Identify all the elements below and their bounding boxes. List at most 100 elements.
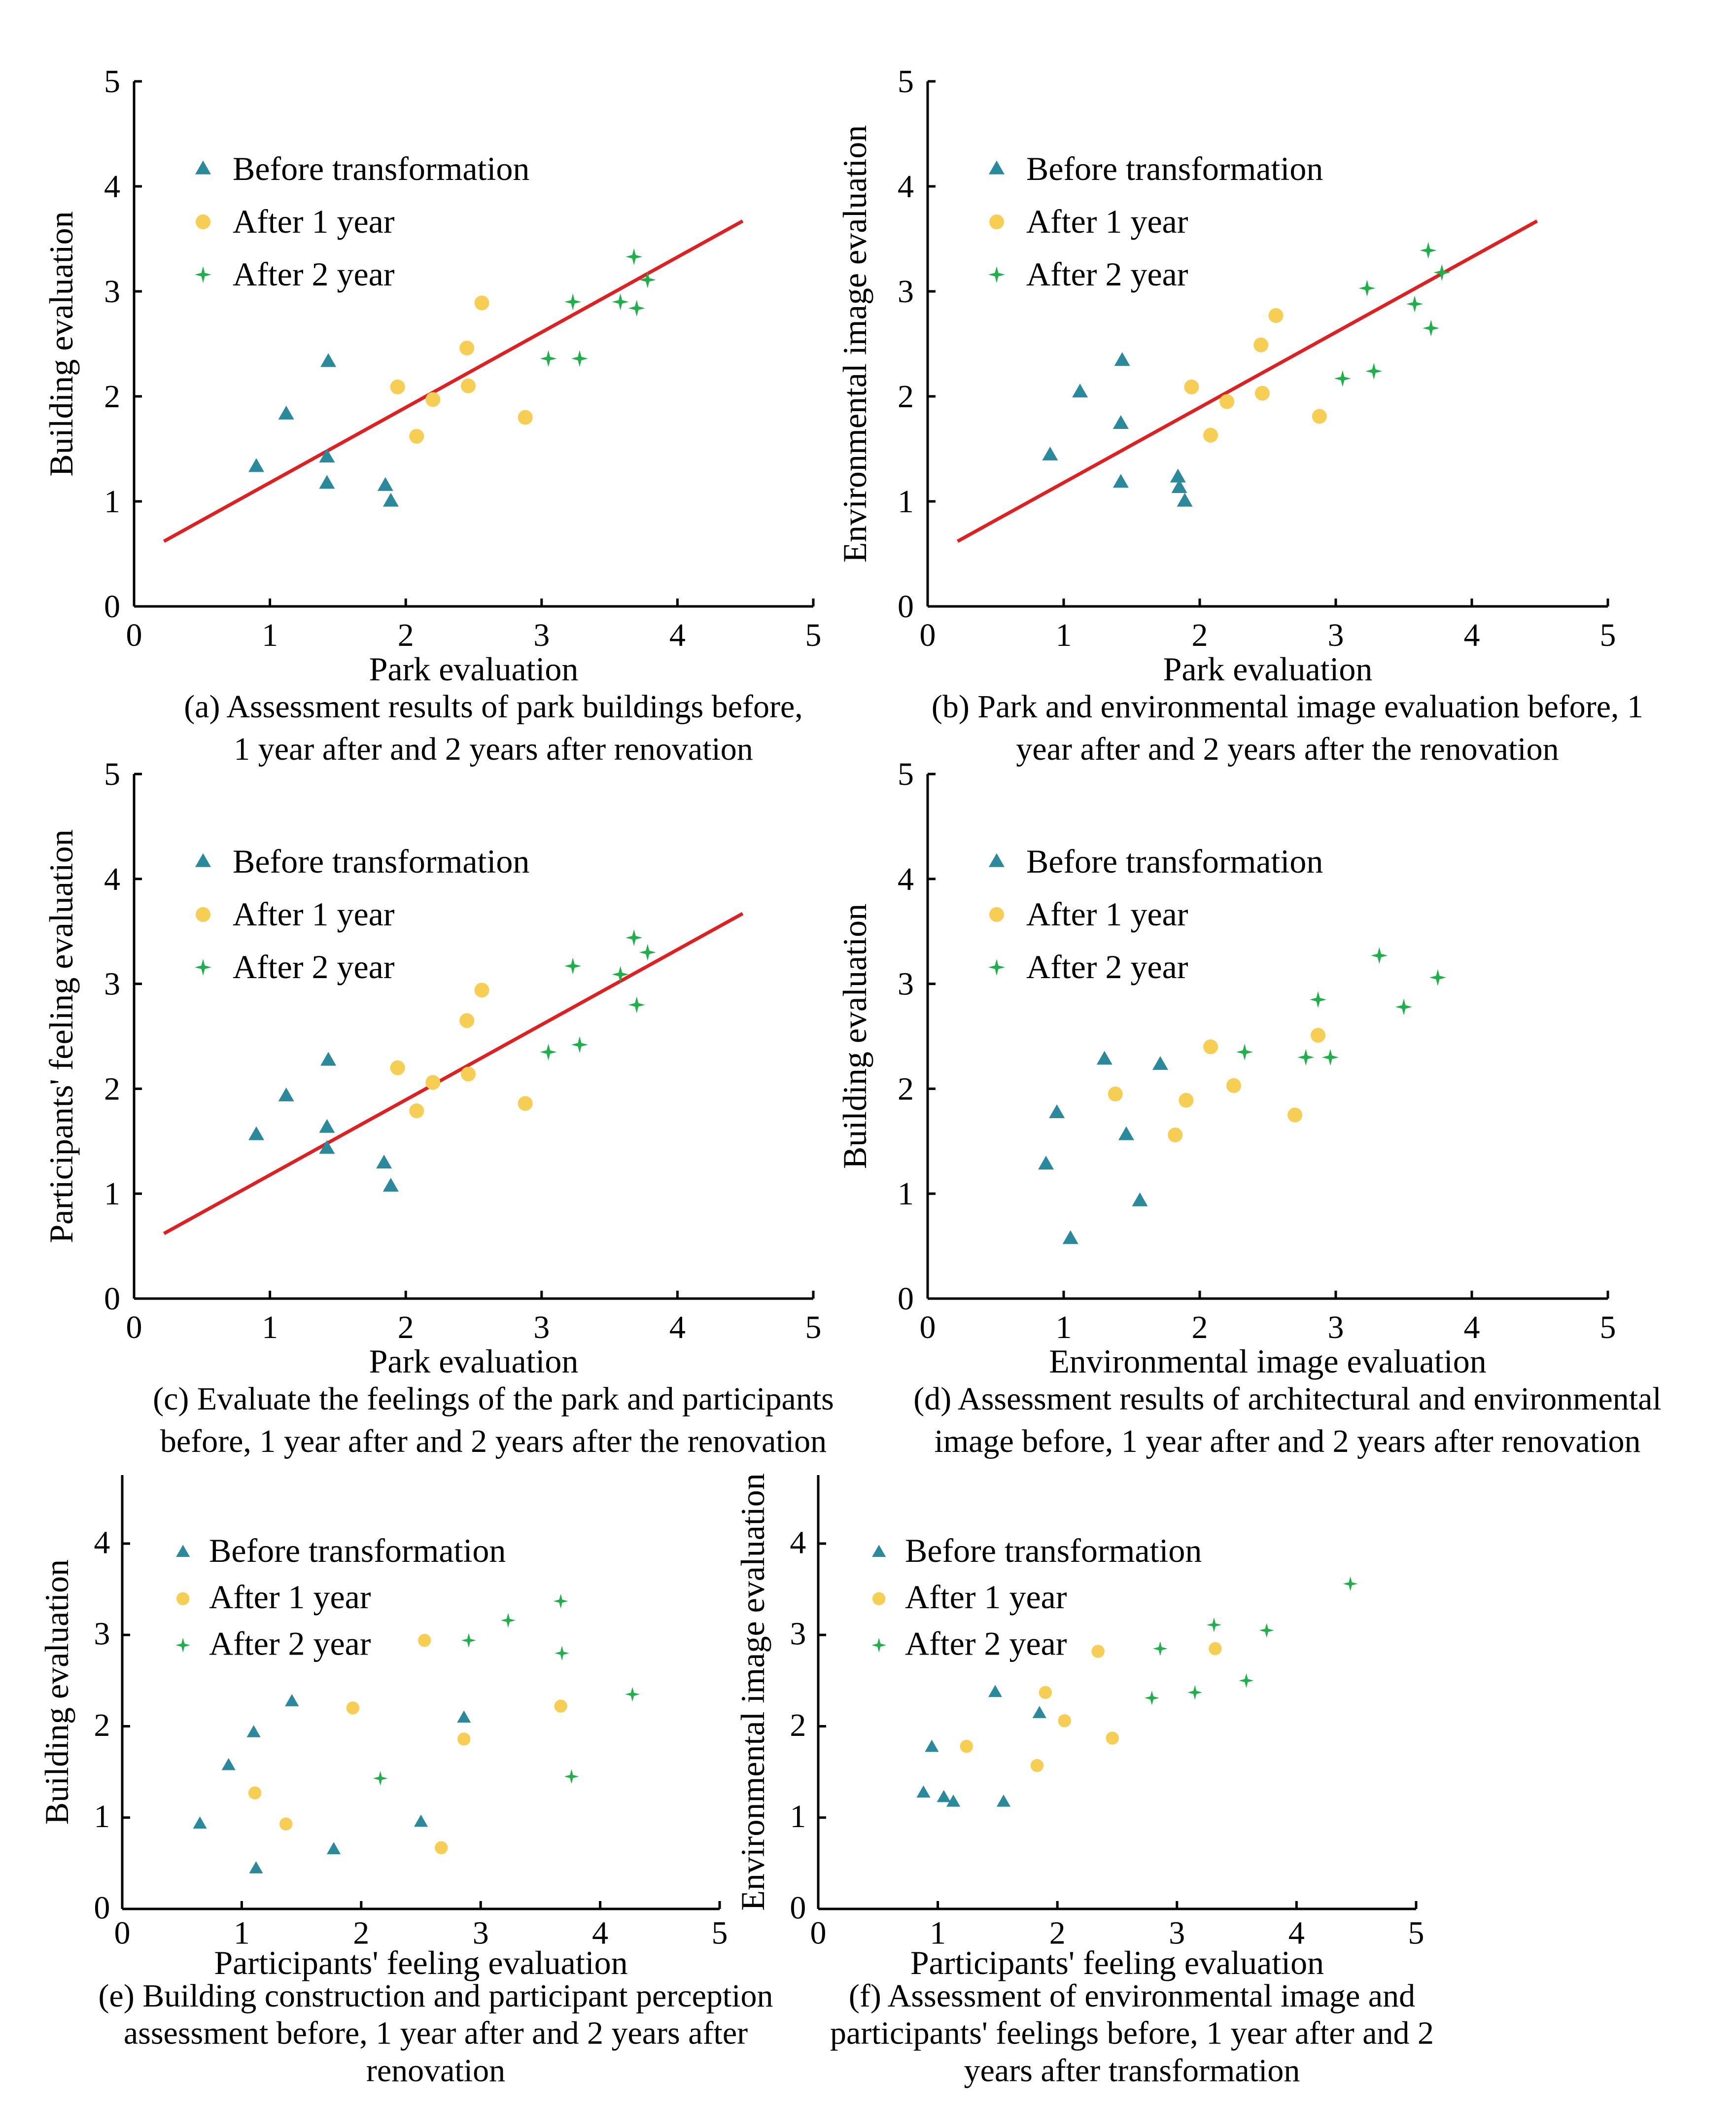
x-tick-label: 5 [1408,1915,1424,1951]
series-after2 [1236,947,1446,1066]
series-after1 [390,295,533,444]
x-axis-label: Environmental image evaluation [1049,1342,1487,1380]
legend-label-after1: After 1 year [1026,203,1188,240]
x-tick-label: 5 [712,1915,728,1951]
circle-marker [346,1701,360,1715]
x-tick-label: 1 [262,617,278,653]
y-tick-label: 2 [104,1071,120,1107]
legend-label-after1: After 1 year [1026,895,1188,933]
circle-marker [1203,427,1218,443]
circle-marker [474,295,489,311]
circle-marker [960,1740,973,1753]
x-axis-label: Participants' feeling evaluation [214,1944,627,1981]
y-tick-label: 1 [790,1798,806,1834]
y-tick-label: 2 [94,1707,110,1743]
circle-marker [1219,394,1235,409]
star-marker [1334,370,1351,387]
series-before [1042,352,1193,507]
fit-line [163,219,744,543]
y-axis-label: Building evaluation [42,211,80,476]
triangle-marker [382,1177,399,1192]
y-tick-label: 2 [104,379,120,415]
circle-marker [554,1699,567,1713]
triangle-marker [1072,384,1088,398]
legend-label-after1: After 1 year [233,203,395,240]
x-tick-label: 3 [1328,617,1344,653]
x-tick-label: 0 [126,617,142,653]
triangle-marker [319,1140,335,1154]
triangle-marker [1112,474,1129,488]
circle-marker [409,428,424,444]
y-axis-label: Environmental image evaluation [734,1473,771,1911]
caption-line: year after and 2 years after the renovat… [1016,731,1559,767]
y-tick-label: 5 [898,64,914,100]
caption-line: participants' feelings before, 1 year af… [830,2015,1434,2051]
series-after1 [960,1642,1222,1772]
triangle-marker [1096,1051,1112,1065]
y-tick-label: 0 [104,589,120,625]
circle-marker [989,214,1004,229]
star-marker [564,1769,579,1784]
triangle-marker [326,1842,341,1854]
circle-marker [196,907,210,922]
x-tick-label: 1 [234,1915,250,1951]
x-tick-label: 5 [805,617,822,653]
triangle-marker [1062,1230,1078,1244]
star-marker [553,1593,568,1609]
y-tick-label: 3 [898,274,914,310]
x-tick-label: 2 [1192,617,1208,653]
y-tick-label: 4 [790,1524,806,1560]
triangle-marker [1132,1192,1148,1206]
star-marker [628,300,645,317]
circle-marker [460,1066,476,1082]
legend-label-before: Before transformation [1026,150,1323,187]
star-marker [564,293,582,311]
series-after2 [540,248,656,367]
x-axis-label: Participants' feeling evaluation [910,1944,1324,1981]
series-after1 [1108,1027,1326,1143]
y-tick-label: 0 [94,1890,110,1926]
chart-panel-a: 0 1 2 3 4 5 0 1 2 3 4 5 Park evaluation Building eval… [42,64,822,767]
triangle-marker [278,1087,294,1101]
caption-line: (e) Building construction and participan… [98,1978,773,2014]
star-marker [988,959,1005,976]
y-tick-label: 3 [898,966,914,1002]
triangle-marker [319,1119,335,1133]
circle-marker [1106,1731,1119,1745]
y-tick-label: 3 [104,274,120,310]
caption-line: 1 year after and 2 years after renovatio… [234,731,753,767]
triangle-marker [377,477,393,491]
triangle-marker [320,353,337,367]
x-axis-label: Park evaluation [369,650,579,688]
circle-marker [1179,1093,1194,1108]
triangle-marker [1042,446,1058,460]
caption-line: image before, 1 year after and 2 years a… [935,1423,1641,1459]
triangle-marker [319,449,335,463]
triangle-marker [1112,415,1129,429]
series-after1 [248,1634,567,1855]
star-marker [625,929,643,946]
star-marker [1310,991,1327,1008]
star-marker [1371,947,1388,964]
circle-marker [1226,1078,1241,1093]
x-tick-label: 3 [533,617,550,653]
y-tick-label: 0 [898,1281,914,1317]
triangle-marker [176,1545,190,1557]
legend-label-before: Before transformation [1026,843,1323,880]
y-tick-label: 3 [104,966,120,1002]
x-axis-label: Park evaluation [1163,650,1373,688]
x-axis-label: Park evaluation [369,1342,579,1380]
caption-line: (a) Assessment results of park buildings… [184,689,803,725]
triangle-marker [1038,1156,1054,1170]
x-tick-label: 1 [262,1309,278,1345]
circle-marker [1039,1686,1052,1699]
star-marker [501,1613,516,1628]
star-marker [1187,1685,1203,1700]
star-marker [555,1646,569,1661]
legend-label-after2: After 2 year [905,1624,1067,1662]
circle-marker [1311,1027,1326,1043]
x-tick-label: 4 [669,617,686,653]
triangle-marker [1177,493,1193,507]
star-marker [612,293,629,311]
y-tick-label: 4 [104,861,120,897]
